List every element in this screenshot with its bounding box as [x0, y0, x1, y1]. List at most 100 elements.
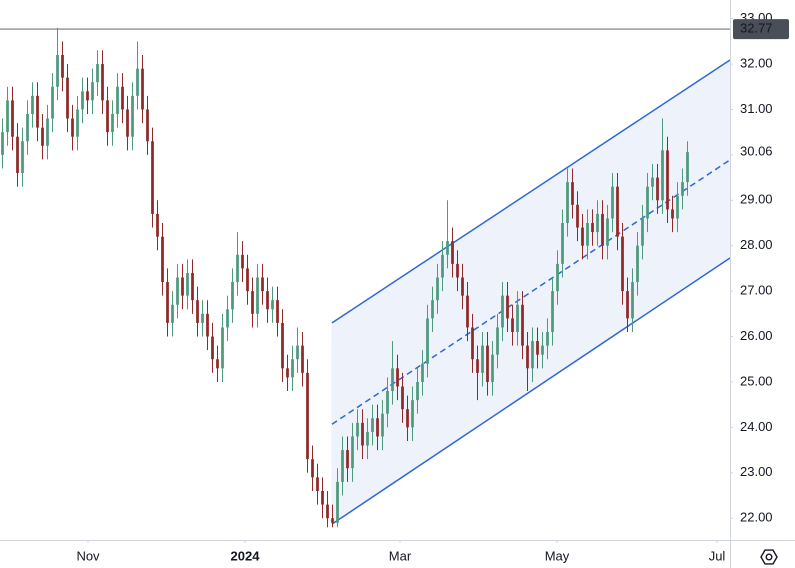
candle-body	[416, 381, 419, 401]
candle-body	[31, 95, 34, 114]
candle-body	[661, 150, 664, 201]
candle-body	[101, 64, 104, 101]
y-tick-label: 25.00	[740, 373, 773, 388]
y-tick-label: 22.00	[740, 510, 773, 525]
candle-body	[341, 450, 344, 482]
candle-body	[301, 345, 304, 373]
candle-body	[621, 236, 624, 292]
candle-body	[166, 282, 169, 323]
candle-body	[41, 127, 44, 146]
candle-body	[516, 304, 519, 332]
candle-body	[391, 368, 394, 392]
candle-body	[146, 109, 149, 142]
candle-body	[371, 418, 374, 432]
candle-body	[366, 431, 369, 446]
candle-body	[151, 141, 154, 214]
candle-body	[141, 68, 144, 110]
candle-body	[71, 118, 74, 137]
x-tick-label: 2024	[231, 548, 261, 563]
candle-body	[211, 336, 214, 360]
y-tick-label: 28.00	[740, 237, 773, 252]
candle-body	[446, 241, 449, 255]
candle-body	[456, 263, 459, 278]
candle-body	[331, 518, 334, 523]
candle-body	[261, 277, 264, 292]
candle-body	[191, 272, 194, 301]
candle-body	[586, 222, 589, 246]
candle-body	[671, 209, 674, 219]
settings-icon[interactable]	[760, 549, 778, 565]
candle-body	[86, 91, 89, 101]
candle-body	[466, 295, 469, 328]
last-price-label: 30.06	[740, 144, 773, 159]
candle-body	[436, 277, 439, 301]
candle-body	[206, 313, 209, 337]
candle-body	[556, 263, 559, 292]
candle-body	[376, 418, 379, 437]
candle-body	[21, 141, 24, 174]
x-tick-label: Nov	[76, 548, 100, 563]
candle-body	[481, 345, 484, 373]
y-tick-label: 31.00	[740, 101, 773, 116]
candle-body	[616, 186, 619, 237]
candle-body	[326, 504, 329, 519]
settings-button[interactable]	[760, 549, 778, 565]
candle-body	[131, 95, 134, 137]
candle-body	[346, 450, 349, 469]
candle-body	[506, 295, 509, 319]
candle-body	[521, 304, 524, 346]
candle-body	[196, 300, 199, 323]
candle-body	[656, 177, 659, 201]
candle-body	[216, 359, 219, 369]
y-tick-label: 29.00	[740, 192, 773, 207]
candle-body	[686, 152, 689, 183]
candle-body	[561, 222, 564, 264]
channel-upper	[331, 59, 731, 324]
candle-body	[231, 282, 234, 310]
channel-fill	[332, 59, 730, 525]
candle-body	[61, 54, 64, 78]
candle-body	[421, 363, 424, 382]
candle-body	[1, 132, 4, 155]
candle-body	[541, 345, 544, 355]
x-tick-label: Mar	[389, 548, 412, 563]
candle-body	[636, 245, 639, 283]
candle-body	[546, 331, 549, 346]
settings-icon-center[interactable]	[765, 553, 773, 561]
candle-body	[276, 300, 279, 323]
candle-body	[81, 91, 84, 110]
candle-body	[531, 341, 534, 369]
candle-body	[631, 282, 634, 319]
candle-body	[171, 304, 174, 323]
candle-body	[296, 345, 299, 360]
candle-body	[476, 359, 479, 373]
candle-body	[251, 291, 254, 314]
y-tick-label: 24.00	[740, 419, 773, 434]
candle-body	[11, 100, 14, 137]
candle-body	[306, 372, 309, 460]
candle-body	[471, 327, 474, 360]
candle-body	[536, 341, 539, 355]
candle-body	[156, 213, 159, 237]
candle-body	[271, 300, 274, 310]
y-tick-label: 27.00	[740, 283, 773, 298]
candle-body	[221, 327, 224, 369]
candle-body	[551, 291, 554, 332]
candle-body	[581, 227, 584, 246]
candle-body	[181, 277, 184, 296]
price-line-label-box	[733, 19, 789, 40]
candle-body	[406, 409, 409, 428]
y-tick-label: 26.00	[740, 328, 773, 343]
candle-body	[401, 386, 404, 410]
x-tick-label: Jul	[709, 548, 726, 563]
candle-body	[111, 113, 114, 133]
candle-body	[286, 368, 289, 378]
candle-body	[676, 195, 679, 219]
candle-body	[236, 254, 239, 283]
candle-body	[626, 291, 629, 319]
candle-body	[511, 318, 514, 332]
candle-body	[56, 54, 59, 87]
candle-body	[396, 368, 399, 387]
